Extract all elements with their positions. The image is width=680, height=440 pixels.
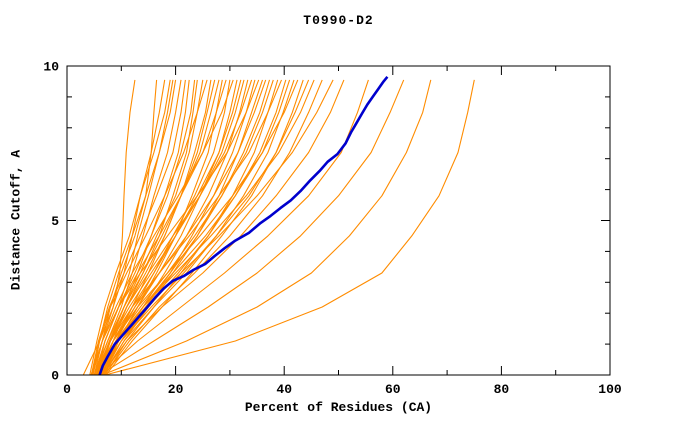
plot-border xyxy=(66,65,611,376)
model-curve xyxy=(89,79,171,376)
model-curve xyxy=(94,79,283,376)
model-curve xyxy=(96,79,315,376)
model-curve xyxy=(91,79,208,376)
x-tick-label: 100 xyxy=(598,382,622,397)
model-curve xyxy=(104,79,475,376)
model-curve xyxy=(100,79,256,376)
model-curve xyxy=(90,79,186,376)
model-curve xyxy=(94,79,182,376)
model-curve xyxy=(99,79,310,376)
model-curve xyxy=(101,79,345,376)
x-tick-label: 20 xyxy=(168,382,184,397)
model-curve xyxy=(90,79,158,376)
model-curve xyxy=(93,79,220,376)
model-curve xyxy=(102,79,432,376)
chart-title: T0990-D2 xyxy=(303,13,374,28)
model-curve xyxy=(91,79,260,376)
y-axis-title: Distance Cutoff, A xyxy=(8,149,24,291)
y-tick-label: 0 xyxy=(51,369,59,384)
model-curve xyxy=(99,79,369,376)
model-curve xyxy=(96,79,253,376)
model-curve xyxy=(104,79,323,376)
model-curve xyxy=(82,79,136,376)
model-curve xyxy=(100,79,287,376)
model-curve xyxy=(97,79,274,376)
x-tick-label: 60 xyxy=(385,382,401,397)
y-tick-label: 10 xyxy=(43,60,59,75)
model-curve xyxy=(99,79,405,376)
model-curve xyxy=(94,79,227,376)
model-curve xyxy=(95,79,299,376)
model-curve xyxy=(105,79,304,376)
x-tick-label: 80 xyxy=(494,382,510,397)
model-curve xyxy=(95,79,204,376)
y-tick-label: 5 xyxy=(51,214,59,229)
x-tick-label: 40 xyxy=(276,382,292,397)
x-axis-title: Percent of Residues (CA) xyxy=(244,400,433,415)
x-tick-label: 0 xyxy=(63,382,71,397)
highlight-curve xyxy=(98,75,389,376)
model-curve xyxy=(95,79,267,376)
model-curve xyxy=(93,79,245,376)
model-curve xyxy=(90,79,234,376)
